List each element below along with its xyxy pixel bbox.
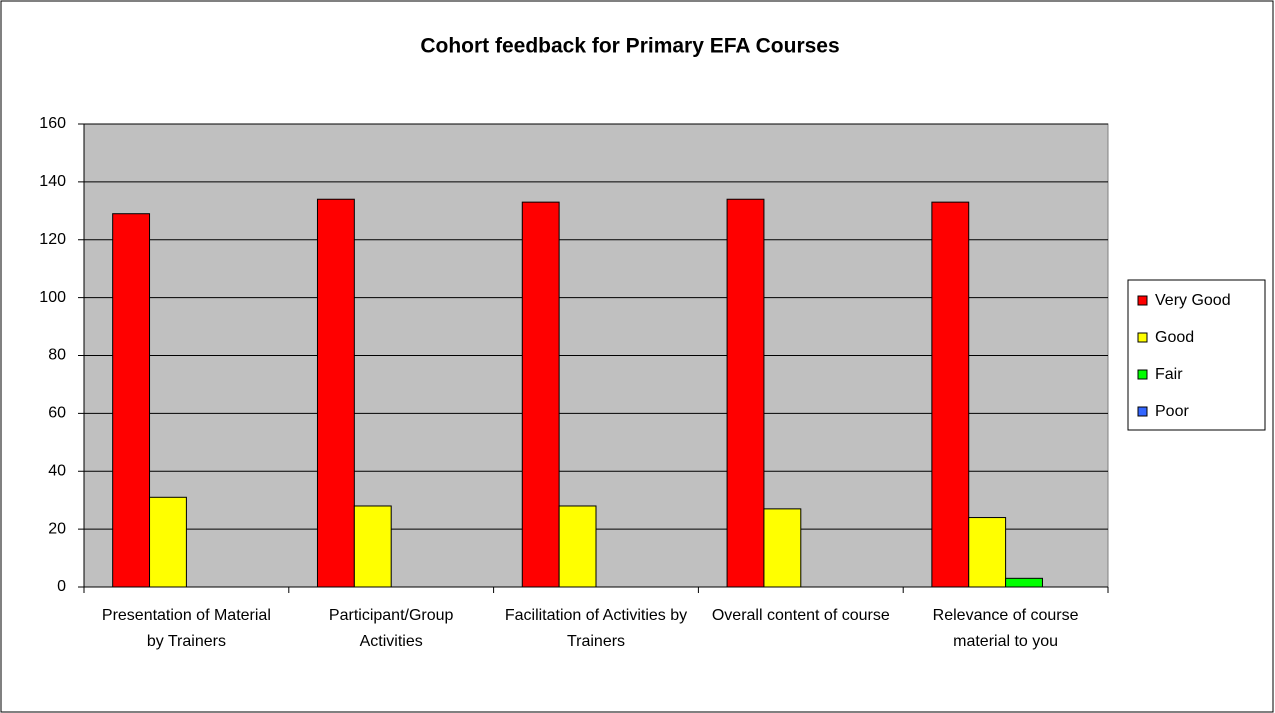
- legend-swatch: [1137, 369, 1148, 380]
- bar: [353, 505, 392, 588]
- bar: [316, 198, 355, 588]
- x-tick-label: Facilitation of Activities by Trainers: [504, 607, 688, 650]
- legend-swatch: [1137, 406, 1148, 417]
- bar: [149, 496, 187, 588]
- x-tick-label: Participant/Group Activities: [328, 607, 454, 650]
- legend-box: [1127, 279, 1266, 431]
- bar: [112, 213, 151, 588]
- legend-label: Very Good: [1155, 292, 1231, 309]
- bar: [763, 508, 802, 588]
- y-tick-label: 140: [39, 173, 66, 190]
- y-tick-label: 20: [48, 520, 66, 537]
- y-tick-label: 100: [39, 289, 66, 306]
- bar: [558, 505, 597, 588]
- bar: [726, 198, 765, 588]
- bar: [968, 517, 1007, 588]
- y-tick-label: 0: [57, 578, 66, 595]
- y-tick-label: 160: [39, 115, 66, 132]
- legend-swatch: [1137, 332, 1148, 343]
- y-tick-label: 40: [48, 462, 66, 479]
- y-tick-label: 60: [48, 405, 66, 422]
- x-tick-label: Presentation of Material by Trainers: [101, 607, 271, 650]
- chart-title: Cohort feedback for Primary EFA Courses: [420, 35, 839, 58]
- x-tick-label: Overall content of course: [711, 607, 890, 624]
- legend-swatch: [1137, 295, 1148, 306]
- bar: [1005, 577, 1043, 588]
- legend-label: Good: [1155, 329, 1194, 346]
- bar: [931, 201, 970, 588]
- x-tick-label: Relevance of course material to you: [932, 607, 1079, 650]
- legend-label: Poor: [1155, 403, 1189, 420]
- y-tick-label: 120: [39, 231, 66, 248]
- y-tick-label: 80: [48, 347, 66, 364]
- legend-label: Fair: [1155, 366, 1183, 383]
- bar: [521, 201, 560, 588]
